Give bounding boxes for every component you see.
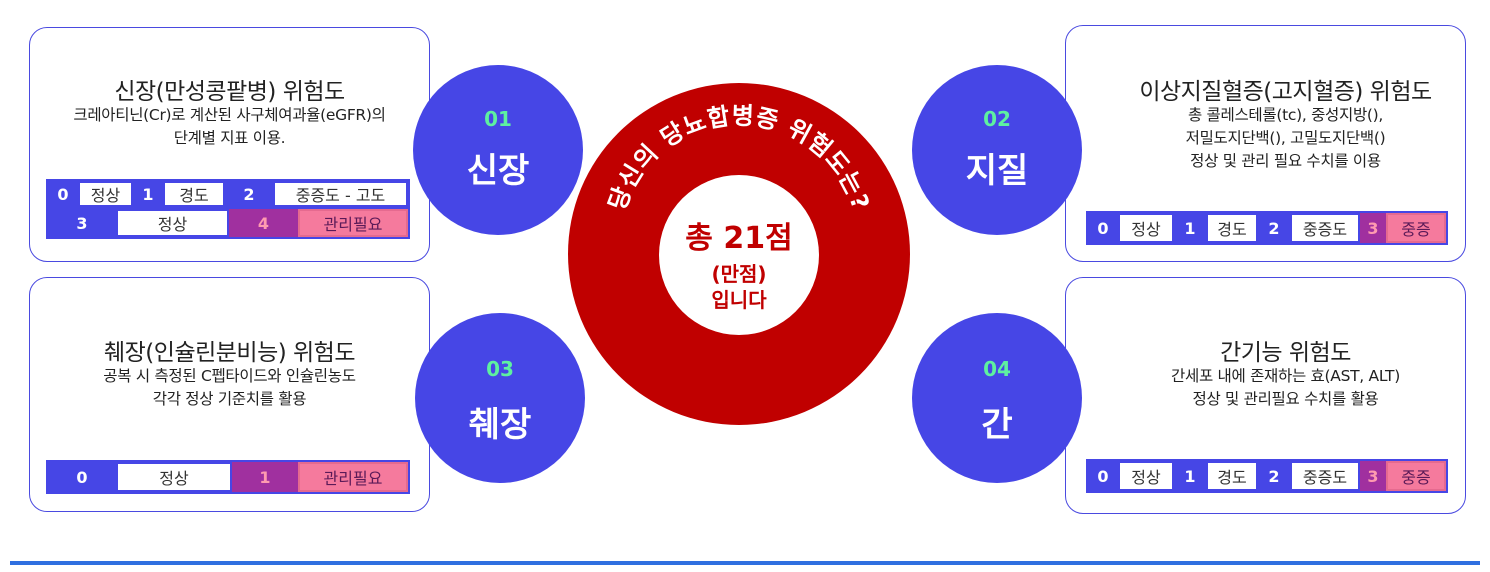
kidney-grade-table: 0 정상 1 경도 2 중증도 - 고도 3 정상 4 관리필요 [46, 179, 410, 239]
grade-number: 1 [133, 181, 163, 207]
liver-card-desc-line2: 정상 및 관리필요 수치를 활용 [1192, 390, 1379, 408]
pancreas-card-desc-line1: 공복 시 측정된 C펩타이드와 인슐린농도 [103, 367, 356, 385]
grade-label: 경도 [163, 181, 225, 207]
total-score: 총 21점 [685, 221, 793, 256]
score-suffix: 입니다 [711, 288, 767, 312]
kidney-card-desc-line1: 크레아티닌(Cr)로 계산된 사구체여과율(eGFR)의 [73, 106, 386, 124]
grade-number: 1 [1174, 461, 1206, 491]
grade-number: 0 [1088, 213, 1118, 243]
kidney-grade-row: 0 정상 1 경도 2 중증도 - 고도 [46, 179, 410, 209]
lipid-badge-number: 02 [983, 107, 1011, 131]
liver-badge: 04 간 [912, 313, 1082, 483]
grade-label-highlight: 중증 [1386, 213, 1446, 243]
kidney-badge: 01 신장 [413, 65, 583, 235]
liver-card-desc-line1: 간세포 내에 존재하는 효(AST, ALT) [1171, 367, 1400, 385]
grade-number: 2 [1258, 461, 1290, 491]
pancreas-badge-label: 췌장 [468, 405, 532, 445]
lipid-card-title: 이상지질혈증(고지혈증) 위험도 [1139, 79, 1432, 105]
bottom-divider [10, 561, 1480, 565]
lipid-badge-label: 지질 [965, 151, 1029, 191]
grade-number: 2 [225, 181, 273, 207]
pancreas-card-title: 췌장(인슐린분비능) 위험도 [103, 340, 356, 366]
lipid-card-desc-line3: 정상 및 관리 필요 수치를 이용 [1190, 152, 1381, 170]
kidney-risk-card: 신장(만성콩팥병) 위험도 크레아티닌(Cr)로 계산된 사구체여과율(eGFR… [29, 27, 430, 262]
kidney-badge-label: 신장 [466, 151, 530, 191]
total-score-circle: 총 21점 (만점) 입니다 [659, 175, 819, 335]
pancreas-card-desc-line2: 각각 정상 기준치를 활용 [152, 390, 307, 408]
grade-number: 2 [1258, 213, 1290, 243]
liver-grade-table: 0 정상 1 경도 2 중증도 3 중증 [1086, 459, 1448, 493]
pancreas-risk-card: 췌장(인슐린분비능) 위험도 공복 시 측정된 C펩타이드와 인슐린농도 각각 … [29, 277, 430, 512]
lipid-card-desc-line1: 총 콜레스테롤(tc), 중성지방(), [1187, 106, 1384, 124]
liver-badge-label: 간 [981, 405, 1013, 445]
grade-number-highlight: 3 [1360, 213, 1386, 243]
lipid-grade-table: 0 정상 1 경도 2 중증도 3 중증 [1086, 211, 1448, 245]
grade-label-highlight: 관리필요 [298, 209, 408, 237]
grade-label: 정상 [78, 181, 133, 207]
grade-number: 0 [48, 181, 78, 207]
lipid-risk-card: 이상지질혈증(고지혈증) 위험도 총 콜레스테롤(tc), 중성지방(), 저밀… [1065, 25, 1466, 262]
pancreas-badge-number: 03 [486, 357, 514, 381]
kidney-card-title: 신장(만성콩팥병) 위험도 [114, 79, 345, 105]
grade-number: 0 [48, 462, 116, 492]
max-score-text: (만점) [711, 262, 767, 286]
liver-badge-number: 04 [983, 357, 1011, 381]
pancreas-grade-row: 0 정상 1 관리필요 [46, 460, 410, 494]
grade-label: 중증도 [1290, 461, 1360, 491]
grade-number-highlight: 4 [229, 209, 298, 237]
grade-label: 정상 [116, 462, 232, 492]
max-score-label: (만점) 입니다 [659, 261, 819, 313]
pancreas-badge: 03 췌장 [415, 313, 585, 483]
liver-card-title: 간기능 위험도 [1220, 340, 1351, 366]
grade-label: 정상 [116, 209, 229, 237]
grade-label: 중증도 [1290, 213, 1360, 243]
pancreas-grade-table: 0 정상 1 관리필요 [46, 460, 410, 494]
kidney-card-desc-line2: 단계별 지표 이용. [173, 129, 286, 147]
lipid-card-desc-line2: 저밀도지단백(), 고밀도지단백() [1185, 129, 1386, 147]
liver-risk-card: 간기능 위험도 간세포 내에 존재하는 효(AST, ALT) 정상 및 관리필… [1065, 277, 1466, 514]
kidney-badge-number: 01 [484, 107, 512, 131]
grade-label: 경도 [1206, 461, 1258, 491]
grade-number-highlight: 3 [1360, 461, 1386, 491]
lipid-badge: 02 지질 [912, 65, 1082, 235]
grade-label-highlight: 중증 [1386, 461, 1446, 491]
grade-number-highlight: 1 [232, 462, 298, 492]
liver-grade-row: 0 정상 1 경도 2 중증도 3 중증 [1086, 459, 1448, 493]
kidney-grade-row: 3 정상 4 관리필요 [46, 209, 410, 239]
grade-number: 3 [48, 209, 116, 237]
lipid-grade-row: 0 정상 1 경도 2 중증도 3 중증 [1086, 211, 1448, 245]
grade-label: 정상 [1118, 213, 1174, 243]
grade-label: 정상 [1118, 461, 1174, 491]
grade-number: 1 [1174, 213, 1206, 243]
grade-label: 경도 [1206, 213, 1258, 243]
grade-label: 중증도 - 고도 [273, 181, 408, 207]
grade-label-highlight: 관리필요 [298, 462, 408, 492]
grade-number: 0 [1088, 461, 1118, 491]
